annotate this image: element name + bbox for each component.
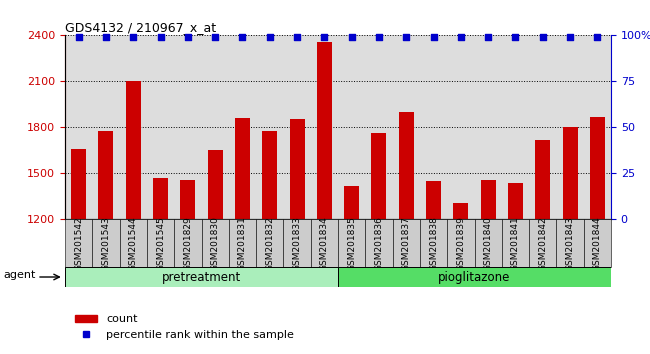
FancyBboxPatch shape — [529, 219, 556, 267]
Point — [483, 34, 493, 40]
Bar — [426, 181, 441, 354]
Bar — [480, 181, 496, 354]
FancyBboxPatch shape — [447, 219, 474, 267]
Text: GSM201835: GSM201835 — [347, 216, 356, 271]
Point — [401, 34, 411, 40]
Point — [592, 34, 603, 40]
Point — [319, 34, 330, 40]
Point — [292, 34, 302, 40]
Bar — [125, 81, 141, 354]
Bar — [153, 178, 168, 354]
Text: GSM201833: GSM201833 — [292, 216, 302, 271]
FancyBboxPatch shape — [120, 219, 147, 267]
Text: GSM201545: GSM201545 — [156, 216, 165, 271]
Text: GSM201831: GSM201831 — [238, 216, 247, 271]
FancyBboxPatch shape — [311, 219, 338, 267]
FancyBboxPatch shape — [556, 219, 584, 267]
Bar — [398, 112, 414, 354]
Point — [346, 34, 357, 40]
FancyBboxPatch shape — [393, 219, 420, 267]
Text: GSM201829: GSM201829 — [183, 216, 192, 271]
FancyBboxPatch shape — [338, 267, 611, 287]
Point — [538, 34, 548, 40]
Point — [73, 34, 84, 40]
FancyBboxPatch shape — [474, 219, 502, 267]
Text: GSM201844: GSM201844 — [593, 216, 602, 271]
Text: pioglitazone: pioglitazone — [438, 270, 511, 284]
Bar — [508, 183, 523, 354]
FancyBboxPatch shape — [174, 219, 202, 267]
Point — [565, 34, 575, 40]
FancyBboxPatch shape — [256, 219, 283, 267]
Bar — [235, 118, 250, 354]
Text: GSM201842: GSM201842 — [538, 216, 547, 271]
Text: GSM201843: GSM201843 — [566, 216, 575, 271]
Bar — [71, 149, 86, 354]
Text: GSM201832: GSM201832 — [265, 216, 274, 271]
Text: GSM201837: GSM201837 — [402, 216, 411, 271]
FancyBboxPatch shape — [65, 267, 338, 287]
Point — [265, 34, 275, 40]
Point — [183, 34, 193, 40]
Bar — [317, 41, 332, 354]
Legend: count, percentile rank within the sample: count, percentile rank within the sample — [71, 310, 298, 344]
Text: GSM201544: GSM201544 — [129, 216, 138, 271]
Text: GSM201839: GSM201839 — [456, 216, 465, 271]
Point — [428, 34, 439, 40]
FancyBboxPatch shape — [202, 219, 229, 267]
Bar — [344, 187, 359, 354]
Bar — [207, 150, 223, 354]
FancyBboxPatch shape — [420, 219, 447, 267]
Bar — [289, 119, 305, 354]
Text: GSM201543: GSM201543 — [101, 216, 111, 271]
Text: GDS4132 / 210967_x_at: GDS4132 / 210967_x_at — [65, 21, 216, 34]
Bar — [562, 127, 578, 354]
Text: GSM201830: GSM201830 — [211, 216, 220, 271]
FancyBboxPatch shape — [65, 219, 92, 267]
Bar — [535, 140, 551, 354]
Bar — [98, 131, 114, 354]
Text: pretreatment: pretreatment — [162, 270, 241, 284]
Text: GSM201836: GSM201836 — [374, 216, 384, 271]
FancyBboxPatch shape — [502, 219, 529, 267]
FancyBboxPatch shape — [229, 219, 256, 267]
Text: GSM201838: GSM201838 — [429, 216, 438, 271]
Point — [128, 34, 138, 40]
Point — [237, 34, 248, 40]
FancyBboxPatch shape — [283, 219, 311, 267]
Point — [210, 34, 220, 40]
Bar — [371, 133, 387, 354]
FancyBboxPatch shape — [338, 219, 365, 267]
Text: agent: agent — [3, 270, 36, 280]
Bar — [453, 202, 469, 354]
Text: GSM201542: GSM201542 — [74, 216, 83, 271]
Point — [101, 34, 111, 40]
FancyBboxPatch shape — [92, 219, 120, 267]
Point — [374, 34, 384, 40]
FancyBboxPatch shape — [584, 219, 611, 267]
Bar — [180, 181, 196, 354]
Bar — [262, 131, 278, 354]
FancyBboxPatch shape — [147, 219, 174, 267]
Bar — [590, 118, 605, 354]
Text: GSM201841: GSM201841 — [511, 216, 520, 271]
Point — [155, 34, 166, 40]
Point — [510, 34, 521, 40]
Text: GSM201840: GSM201840 — [484, 216, 493, 271]
Text: GSM201834: GSM201834 — [320, 216, 329, 271]
Point — [456, 34, 466, 40]
FancyBboxPatch shape — [365, 219, 393, 267]
